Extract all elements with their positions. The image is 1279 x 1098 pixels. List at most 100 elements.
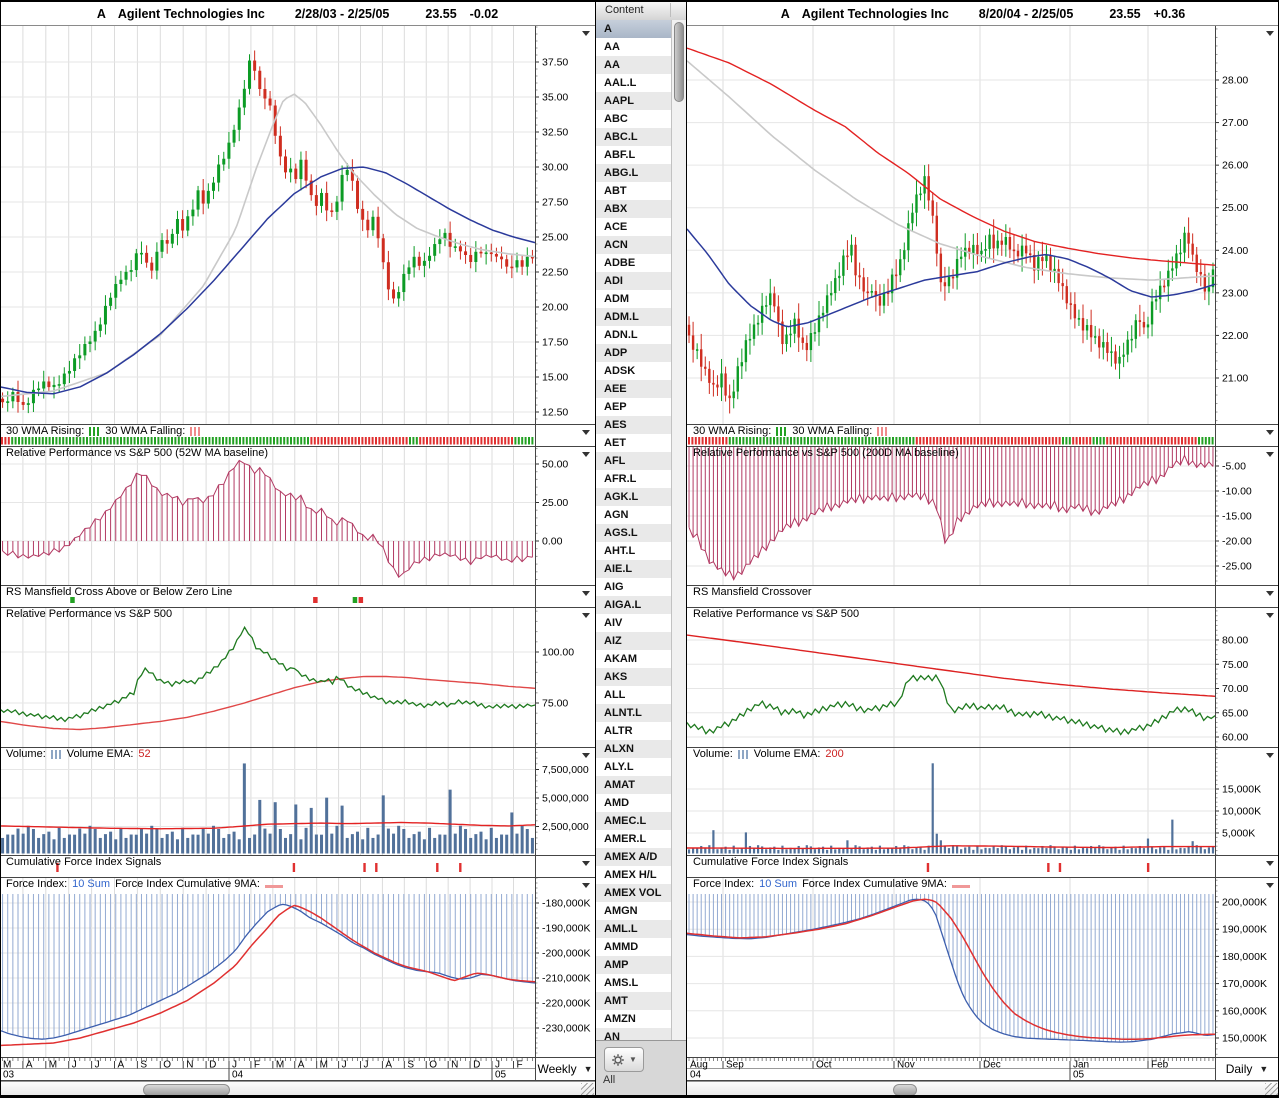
timeframe-dropdown-weekly[interactable]: Weekly ▼ [537,1058,593,1079]
symbol-row[interactable]: ADBE [596,254,671,272]
symbol-row[interactable]: A [596,20,671,38]
timeframe-dropdown-daily[interactable]: Daily ▼ [1217,1058,1277,1079]
symbol-row[interactable]: AMEX VOL [596,884,671,902]
symbol-row[interactable]: AMT [596,992,671,1010]
svg-text:M: M [276,1060,284,1071]
pane-options-disclosure[interactable] [582,591,590,596]
svg-text:26.00: 26.00 [1222,160,1248,172]
svg-text:150,000K: 150,000K [1222,1033,1267,1045]
symbol-row[interactable]: AHT.L [596,542,671,560]
pane-options-disclosure[interactable] [1266,883,1274,888]
pane-options-disclosure[interactable] [1266,753,1274,758]
symbol-row[interactable]: ABF.L [596,146,671,164]
symbol-row[interactable]: ABT [596,182,671,200]
symbol-row[interactable]: AA [596,38,671,56]
svg-text:23.00: 23.00 [1222,287,1248,299]
relative-performance-histogram-label: Relative Performance vs S&P 500 (200D MA… [693,447,959,459]
resize-grip-icon[interactable] [1265,1083,1278,1096]
pane-options-disclosure[interactable] [1266,430,1274,435]
symbol-row[interactable]: AKS [596,668,671,686]
svg-text:190,000K: 190,000K [1222,924,1267,936]
symbol-row[interactable]: ABC.L [596,128,671,146]
symbol-row[interactable]: AMP [596,956,671,974]
svg-text:80.00: 80.00 [1222,635,1248,647]
symbol-row[interactable]: AFR.L [596,470,671,488]
symbol-row[interactable]: AIGA.L [596,596,671,614]
symbol-row[interactable]: AML.L [596,920,671,938]
svg-text:A: A [26,1060,33,1071]
pane-options-disclosure[interactable] [1266,591,1274,596]
pane-options-disclosure[interactable] [1266,31,1274,36]
svg-text:M: M [3,1060,11,1071]
symbol-row[interactable]: AEP [596,398,671,416]
symbol-row[interactable]: ADM.L [596,308,671,326]
symbol-row[interactable]: ADSK [596,362,671,380]
svg-text:S: S [140,1060,147,1071]
symbol-row[interactable]: AA [596,56,671,74]
tick-swatch-icon [737,750,749,759]
svg-text:J: J [232,1060,237,1071]
symbol-row[interactable]: AFL [596,452,671,470]
symbol-row[interactable]: ALNT.L [596,704,671,722]
symbol-row[interactable]: AMEC.L [596,812,671,830]
symbol-row[interactable]: AIG [596,578,671,596]
symbol-row[interactable]: AIE.L [596,560,671,578]
symbol-row[interactable]: AMEX A/D [596,848,671,866]
symbol-row[interactable]: AGK.L [596,488,671,506]
pane-options-disclosure[interactable] [582,861,590,866]
symbol-row[interactable]: AIV [596,614,671,632]
symbol-row[interactable]: ABC [596,110,671,128]
content-column-header[interactable]: Content [596,0,686,21]
symbol-row[interactable]: AN [596,1028,671,1040]
svg-text:Feb: Feb [1151,1060,1169,1071]
symbol-row[interactable]: ABX [596,200,671,218]
symbol-list-scrollbar[interactable] [671,20,686,1040]
symbol-row[interactable]: ADM [596,290,671,308]
symbol-row[interactable]: AMGN [596,902,671,920]
symbol-row[interactable]: ALL [596,686,671,704]
symbol-row[interactable]: AAPL [596,92,671,110]
pane-options-disclosure[interactable] [1266,452,1274,457]
pane-options-disclosure[interactable] [1266,861,1274,866]
symbol-row[interactable]: AMZN [596,1010,671,1028]
list-actions-button[interactable]: ▼ [604,1047,644,1072]
symbol-row[interactable]: AMAT [596,776,671,794]
svg-text:O: O [163,1060,171,1071]
symbol-row[interactable]: AMS.L [596,974,671,992]
symbol-row[interactable]: ADI [596,272,671,290]
svg-text:10,000K: 10,000K [1222,806,1261,818]
symbol-row[interactable]: AMMD [596,938,671,956]
symbol-row[interactable]: AMEX H/L [596,866,671,884]
resize-grip-icon[interactable] [581,1083,594,1096]
pane-options-disclosure[interactable] [582,753,590,758]
pane-options-disclosure[interactable] [582,883,590,888]
svg-text:100.00: 100.00 [542,647,574,659]
symbol-row[interactable]: ALXN [596,740,671,758]
pane-options-disclosure[interactable] [582,613,590,618]
pane-options-disclosure[interactable] [582,430,590,435]
symbol-row[interactable]: ACN [596,236,671,254]
symbol-row[interactable]: ALTR [596,722,671,740]
symbol-row[interactable]: ALY.L [596,758,671,776]
window-top-edge [0,0,1279,2]
svg-text:22.00: 22.00 [1222,330,1248,342]
symbol-row[interactable]: AAL.L [596,74,671,92]
symbol-row[interactable]: ACE [596,218,671,236]
pane-options-disclosure[interactable] [582,31,590,36]
symbol-list-scrollbar-thumb[interactable] [674,22,684,102]
symbol-row[interactable]: AMD [596,794,671,812]
symbol-row[interactable]: ABG.L [596,164,671,182]
symbol-row[interactable]: AET [596,434,671,452]
hscrollbar-weekly[interactable] [0,1081,595,1097]
pane-options-disclosure[interactable] [1266,613,1274,618]
symbol-row[interactable]: ADN.L [596,326,671,344]
symbol-row[interactable]: AEE [596,380,671,398]
symbol-row[interactable]: AKAM [596,650,671,668]
symbol-row[interactable]: AES [596,416,671,434]
pane-options-disclosure[interactable] [582,452,590,457]
symbol-row[interactable]: AGS.L [596,524,671,542]
symbol-row[interactable]: AIZ [596,632,671,650]
symbol-row[interactable]: AMER.L [596,830,671,848]
symbol-row[interactable]: ADP [596,344,671,362]
symbol-row[interactable]: AGN [596,506,671,524]
